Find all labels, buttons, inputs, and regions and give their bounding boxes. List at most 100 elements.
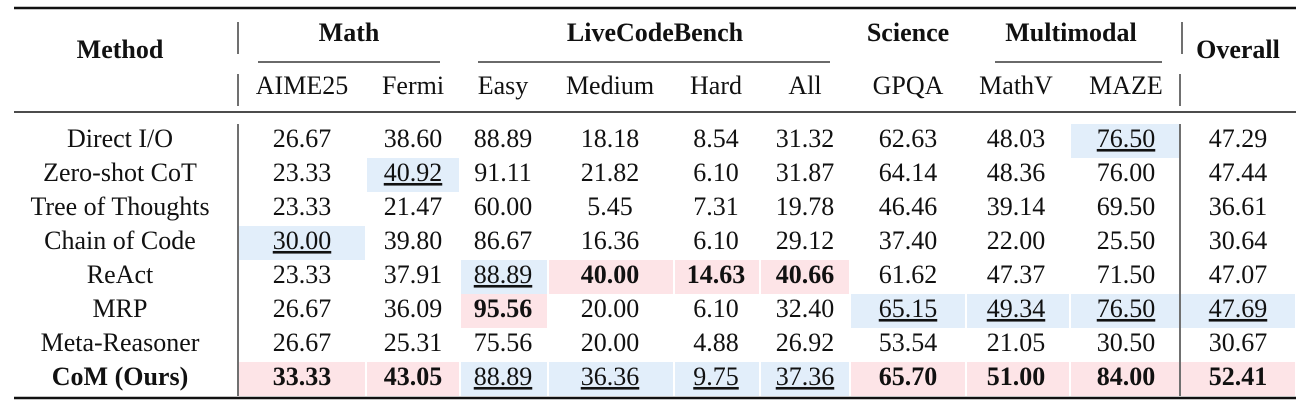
cell-value: 91.11 — [474, 158, 532, 187]
cell-value: 26.92 — [776, 328, 835, 357]
cell-value: 5.45 — [587, 192, 633, 221]
cell-value: 26.67 — [273, 124, 332, 153]
cell-value: 64.14 — [879, 158, 938, 187]
cell-value: 88.89 — [474, 260, 533, 289]
best-highlight — [239, 362, 365, 396]
cell-value: 7.31 — [693, 192, 739, 221]
method-name: CoM (Ours) — [52, 362, 188, 391]
cell-value: 33.33 — [273, 362, 332, 391]
cell-value: 51.00 — [987, 362, 1046, 391]
cell-value: 69.50 — [1097, 192, 1156, 221]
second-highlight — [239, 226, 365, 260]
cell-value: 4.88 — [693, 328, 739, 357]
second-highlight — [1181, 294, 1295, 328]
cell-value: 6.10 — [693, 294, 739, 323]
best-highlight — [1181, 362, 1295, 396]
cell-value: 9.75 — [693, 362, 739, 391]
cell-value: 26.67 — [273, 294, 332, 323]
cell-value: 48.36 — [987, 158, 1046, 187]
cell-value: 38.60 — [384, 124, 443, 153]
cell-value: 30.67 — [1209, 328, 1268, 357]
column-header: MathV — [979, 71, 1053, 100]
cell-value: 36.09 — [384, 294, 443, 323]
cell-value: 16.36 — [581, 226, 640, 255]
column-header: GPQA — [873, 71, 944, 100]
method-name: Direct I/O — [67, 124, 173, 153]
second-highlight — [461, 362, 547, 396]
group-header: Science — [867, 18, 949, 47]
second-highlight — [1071, 124, 1179, 158]
column-header: Easy — [478, 71, 529, 100]
group-header: LiveCodeBench — [567, 18, 744, 47]
cell-value: 76.00 — [1097, 158, 1156, 187]
overall-header: Overall — [1196, 35, 1280, 64]
cell-value: 36.61 — [1209, 192, 1268, 221]
cell-value: 88.89 — [474, 362, 533, 391]
method-name: Tree of Thoughts — [30, 192, 209, 221]
cell-value: 20.00 — [581, 294, 640, 323]
cell-value: 65.70 — [879, 362, 938, 391]
cell-value: 37.40 — [879, 226, 938, 255]
cell-value: 25.50 — [1097, 226, 1156, 255]
cell-value: 40.66 — [776, 260, 835, 289]
cell-value: 21.05 — [987, 328, 1046, 357]
column-header: Fermi — [382, 71, 444, 100]
second-highlight — [461, 260, 547, 294]
cell-value: 31.87 — [776, 158, 835, 187]
method-name: Zero-shot CoT — [43, 158, 197, 187]
cell-value: 6.10 — [693, 158, 739, 187]
cell-value: 47.69 — [1209, 294, 1268, 323]
cell-value: 32.40 — [776, 294, 835, 323]
cell-value: 76.50 — [1097, 294, 1156, 323]
group-header: Multimodal — [1005, 18, 1136, 47]
best-highlight — [675, 260, 759, 294]
cell-value: 53.54 — [879, 328, 938, 357]
cell-value: 37.36 — [776, 362, 835, 391]
cell-value: 40.00 — [581, 260, 640, 289]
method-name: MRP — [93, 294, 148, 323]
cell-value: 47.44 — [1209, 158, 1268, 187]
second-highlight — [761, 362, 849, 396]
cell-value: 49.34 — [987, 294, 1046, 323]
cell-value: 43.05 — [384, 362, 443, 391]
cell-value: 14.63 — [687, 260, 746, 289]
cell-value: 23.33 — [273, 260, 332, 289]
second-highlight — [549, 362, 673, 396]
cell-value: 26.67 — [273, 328, 332, 357]
cell-value: 60.00 — [474, 192, 533, 221]
column-header: Medium — [566, 71, 654, 100]
cell-value: 22.00 — [987, 226, 1046, 255]
second-highlight — [967, 294, 1069, 328]
cell-value: 76.50 — [1097, 124, 1156, 153]
column-header: MAZE — [1089, 71, 1163, 100]
cell-value: 21.82 — [581, 158, 640, 187]
cell-value: 86.67 — [474, 226, 533, 255]
method-name: ReAct — [87, 260, 154, 289]
cell-value: 37.91 — [384, 260, 443, 289]
cell-value: 88.89 — [474, 124, 533, 153]
cell-value: 52.41 — [1209, 362, 1268, 391]
cell-value: 29.12 — [776, 226, 835, 255]
best-highlight — [967, 362, 1069, 396]
cell-value: 46.46 — [879, 192, 938, 221]
cell-value: 71.50 — [1097, 260, 1156, 289]
cell-value: 19.78 — [776, 192, 835, 221]
cell-value: 47.37 — [987, 260, 1046, 289]
cell-value: 23.33 — [273, 192, 332, 221]
cell-value: 61.62 — [879, 260, 938, 289]
cell-value: 18.18 — [581, 124, 640, 153]
column-header: All — [788, 71, 821, 100]
cell-value: 23.33 — [273, 158, 332, 187]
cell-value: 30.64 — [1209, 226, 1268, 255]
best-highlight — [461, 294, 547, 328]
second-highlight — [675, 362, 759, 396]
group-header: Math — [319, 18, 380, 47]
cell-value: 20.00 — [581, 328, 640, 357]
best-highlight — [367, 362, 459, 396]
cell-value: 95.56 — [474, 294, 533, 323]
cell-value: 8.54 — [693, 124, 739, 153]
best-highlight — [851, 362, 965, 396]
second-highlight — [851, 294, 965, 328]
cell-value: 75.56 — [474, 328, 533, 357]
cell-value: 48.03 — [987, 124, 1046, 153]
